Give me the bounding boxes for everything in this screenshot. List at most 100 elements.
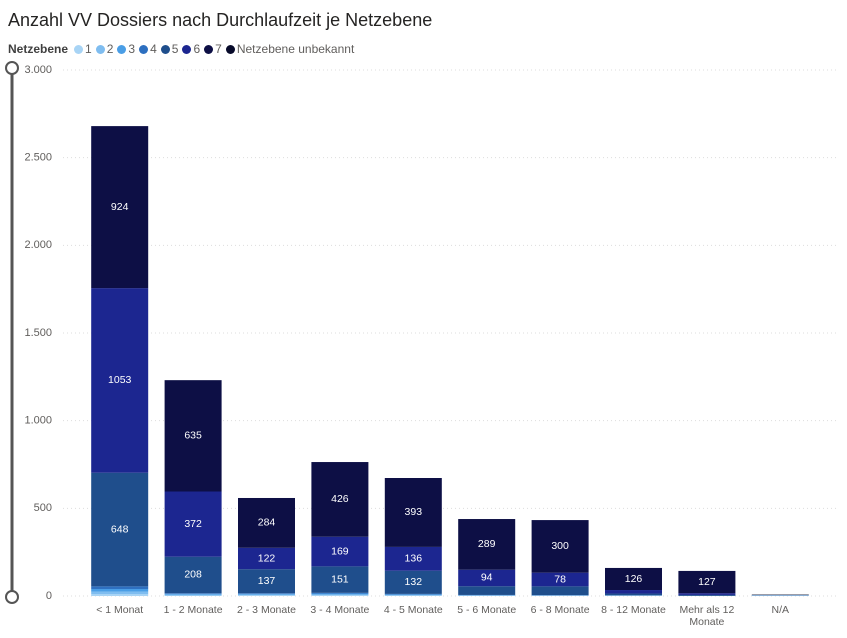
legend-label: Netzebene unbekannt [236,42,355,56]
bar-segment [91,288,149,473]
data-label: 372 [184,518,202,530]
legend-marker [117,44,127,54]
bar-segment [91,472,149,587]
bar-segment [751,594,809,596]
bar-segment [91,594,149,596]
bar-segment [311,594,369,596]
slider-handle[interactable] [5,61,19,75]
bar-segment [311,566,369,593]
y-tick-label: 2.000 [24,239,52,251]
bar-segment [91,591,149,595]
legend-label: 4 [150,42,157,56]
bar-segment [311,536,369,567]
bar-segment [384,593,442,595]
data-label: 136 [405,553,423,565]
bar-segment [238,593,295,595]
bar-segment [678,594,736,596]
data-label: 169 [331,545,349,557]
bar-segment [384,570,442,594]
legend-marker [74,44,84,54]
data-label: 648 [111,523,129,535]
bar-segment [531,520,589,573]
data-label: 635 [184,430,202,442]
bar-segment [164,593,222,594]
bar-segment [238,547,295,570]
data-label: 132 [405,576,423,588]
y-tick-label: 500 [34,502,52,514]
data-label: 426 [331,493,349,505]
legend-marker [204,44,214,54]
legend-label: 1 [85,42,92,56]
data-label: 94 [481,572,493,584]
x-tick-label: Mehr als 12 Monate [679,604,735,628]
bar-segment [164,380,222,492]
x-tick-label: N/A [771,604,790,616]
legend-item: 7 [204,42,222,56]
bar-segment [164,593,222,595]
legend-label: 6 [193,42,201,56]
bar-segment [164,594,222,596]
y-tick-label: 0 [46,590,52,602]
bar-segment [91,586,149,589]
bar-segment [458,519,516,570]
legend-label: 7 [215,42,222,56]
chart-title: Anzahl VV Dossiers nach Durchlaufzeit je… [8,10,433,30]
x-tick-label: 4 - 5 Monate [383,604,443,616]
legend-marker [225,44,235,54]
bar-segment [384,594,442,596]
legend-marker [139,44,149,54]
legend-label: 5 [171,42,179,56]
legend-item: 5 [160,42,179,56]
data-label: 300 [551,540,569,552]
x-tick-label: 2 - 3 Monate [237,604,296,616]
data-label: 1053 [108,374,132,386]
bar-segment [91,126,149,289]
x-tick-label: 8 - 12 Monate [601,604,666,616]
bar-segment [238,569,295,594]
data-label: 137 [258,575,276,587]
bar-segment [458,569,516,587]
data-label: 393 [405,506,423,518]
bar-segment [311,592,369,594]
data-label: 78 [554,573,566,585]
bar-segment [384,546,442,571]
bar-segment [605,593,662,596]
bar-segment [238,594,295,596]
legend-item: 3 [117,42,135,56]
legend-marker [160,44,170,54]
legend-item: 6 [182,42,200,56]
x-tick-label: 6 - 8 Monate [530,604,590,616]
bar-segment [531,572,589,587]
bar-segment [605,567,662,591]
legend-marker [182,44,192,54]
bar-segment [531,586,589,596]
x-tick-label: 3 - 4 Monate [310,604,370,616]
legend: Netzebene 1 2 3 4 5 6 7 Netzebene unbekannt [8,42,358,56]
data-label: 126 [625,573,643,585]
bar-segment [678,570,736,594]
bar-segment [238,497,295,548]
bar-segment [164,556,222,594]
legend-label: 3 [128,42,136,56]
y-tick-label: 2.500 [24,152,52,164]
bar-segment [605,590,662,594]
legend-marker [95,44,105,54]
bar-segment [311,595,369,596]
bar-segment [164,491,222,557]
bar-segment [384,595,442,596]
bar-segment [238,595,295,596]
y-tick-label: 1.500 [24,327,52,339]
x-tick-label: < 1 Monat [96,604,144,616]
legend-item: Netzebene unbekannt [225,42,355,56]
bar-segment [238,593,295,594]
y-tick-label: 1.000 [24,415,52,427]
bar-segment [164,595,222,596]
bar-segment [311,462,369,537]
legend-item: 2 [95,42,113,56]
x-tick-label: 1 - 2 Monate [163,604,223,616]
x-tick-label: 5 - 6 Monate [457,604,517,616]
bar-segment [458,586,516,595]
legend-item: 4 [139,42,157,56]
slider-handle[interactable] [5,590,19,604]
